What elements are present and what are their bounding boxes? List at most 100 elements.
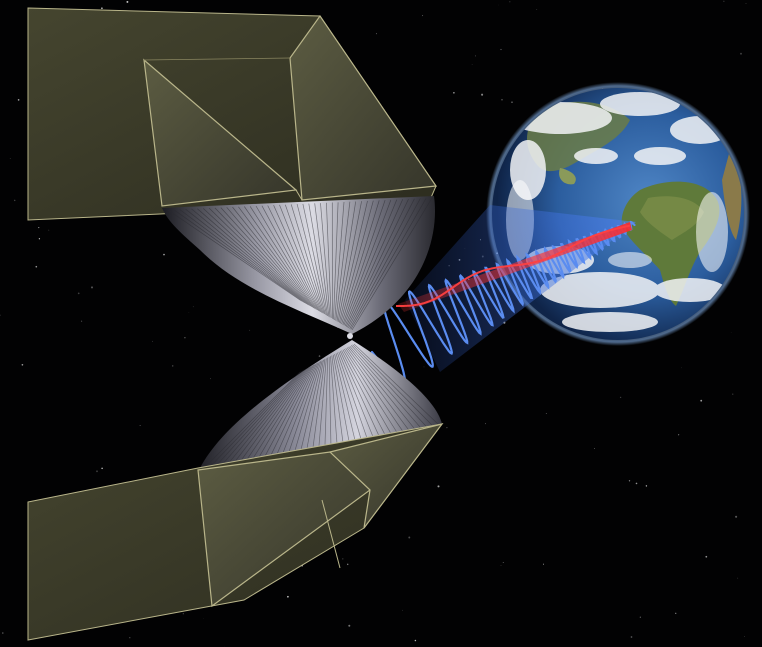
star: [594, 448, 595, 449]
reflector-rib: [247, 366, 310, 459]
reflector-rib: [337, 201, 362, 323]
reflector-rib: [249, 206, 317, 310]
star: [509, 1, 511, 3]
reflector-rib: [341, 350, 385, 434]
reflector-rib: [320, 203, 331, 318]
reflector-rib: [267, 205, 320, 312]
star: [501, 98, 503, 101]
reflector-rib: [347, 198, 409, 328]
reflector-rib: [223, 369, 305, 464]
reflector-rib: [290, 204, 325, 315]
reflector-rib: [255, 205, 318, 311]
star: [740, 52, 742, 55]
reflector-rib: [318, 358, 327, 446]
lower-solar-panel: [27, 423, 444, 641]
reflector-rib: [238, 206, 315, 309]
reflector-rib: [326, 202, 332, 319]
reflector-rib: [330, 356, 338, 443]
reflector-rib: [331, 355, 344, 442]
reflector-rib: [308, 203, 329, 317]
star: [101, 7, 103, 10]
reflector-rib: [271, 363, 316, 455]
lower-concentrator-reflector: [200, 340, 442, 468]
star: [210, 378, 211, 380]
star: [38, 227, 40, 229]
reflector-rib: [349, 345, 421, 428]
reflector-rib: [345, 348, 403, 431]
star: [81, 320, 83, 322]
star: [129, 637, 131, 639]
upper-concentrator-reflector: [162, 196, 436, 334]
star: [745, 3, 747, 4]
star: [188, 312, 190, 313]
reflector-rib: [261, 205, 319, 311]
star: [249, 329, 251, 331]
star: [287, 595, 289, 598]
star: [35, 265, 38, 268]
star: [346, 563, 349, 566]
reflector-rib: [220, 207, 311, 307]
star: [619, 396, 622, 399]
star: [408, 536, 411, 539]
reflector-rib: [179, 209, 303, 302]
star: [90, 286, 94, 289]
star: [182, 613, 184, 615]
reflector-rib: [340, 200, 374, 324]
star: [500, 48, 502, 51]
star: [13, 199, 16, 202]
reflector-rib: [232, 206, 313, 308]
star: [184, 336, 186, 339]
reflector-rib: [282, 362, 319, 453]
star: [171, 365, 174, 367]
star: [453, 91, 455, 94]
reflector-rib: [343, 199, 392, 326]
star: [500, 565, 502, 566]
star: [126, 0, 129, 3]
star: [402, 609, 403, 611]
star: [318, 355, 321, 357]
star: [542, 563, 545, 565]
star: [675, 612, 677, 614]
star: [705, 555, 708, 558]
star: [628, 480, 631, 482]
star: [48, 229, 50, 231]
reflector-rib: [350, 345, 427, 427]
star: [723, 0, 725, 2]
reflector-rib: [214, 207, 310, 306]
star: [735, 515, 738, 518]
star: [545, 413, 547, 415]
reflector-rib: [273, 205, 322, 313]
reflector-rib: [167, 209, 301, 301]
reflector-rib: [344, 199, 398, 327]
star: [474, 55, 477, 57]
reflector-rib: [332, 354, 350, 441]
star: [732, 393, 734, 395]
star: [414, 639, 417, 642]
reflector-rib: [348, 346, 415, 429]
star: [0, 314, 1, 316]
laser-beam: [396, 222, 632, 312]
reflector-rib: [334, 354, 356, 440]
reflector-rib: [339, 351, 379, 435]
star: [163, 253, 165, 256]
star: [375, 33, 377, 35]
star: [422, 15, 424, 17]
earth-surface: [506, 92, 742, 332]
reflector-rib: [342, 349, 391, 433]
reflector-rib: [348, 198, 415, 329]
reflector-rib: [335, 201, 351, 321]
star: [437, 485, 440, 488]
star: [9, 158, 11, 160]
reflector-rib: [353, 343, 439, 425]
upper-solar-panel: [27, 7, 438, 221]
reflector-rib: [345, 199, 404, 327]
reflector-rib: [294, 361, 322, 450]
reflector-rib: [202, 208, 308, 305]
reflector-rib: [277, 363, 317, 454]
star: [96, 470, 98, 473]
reflector-rib: [338, 351, 373, 436]
star: [17, 99, 20, 101]
reflector-rib: [335, 353, 362, 439]
star: [77, 292, 80, 295]
star: [348, 624, 351, 627]
